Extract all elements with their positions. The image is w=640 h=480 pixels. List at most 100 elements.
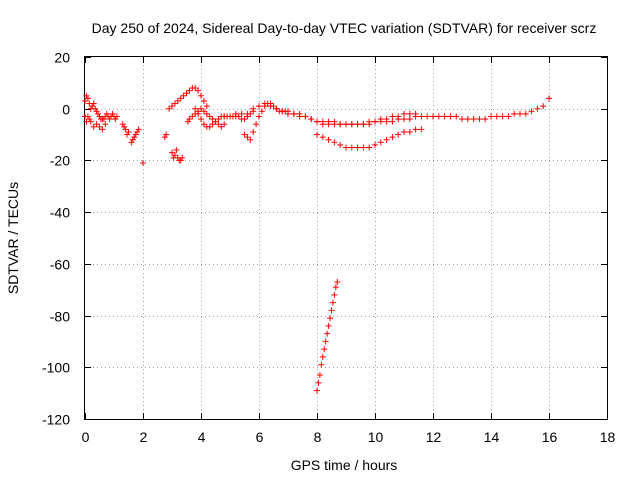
- data-point: [401, 128, 407, 135]
- data-point: [290, 110, 297, 117]
- data-point: [221, 113, 228, 120]
- data-point: [453, 113, 460, 120]
- data-point: [95, 110, 102, 117]
- data-point: [100, 116, 107, 123]
- data-point: [198, 92, 204, 99]
- data-point: [505, 113, 512, 120]
- data-point: [383, 116, 390, 123]
- data-point: [122, 126, 129, 133]
- y-tick-label: 20: [54, 50, 70, 66]
- data-point: [493, 113, 500, 120]
- data-point: [325, 136, 332, 143]
- data-point: [96, 113, 103, 120]
- data-point: [256, 103, 262, 110]
- x-tick-label: 10: [368, 429, 384, 445]
- data-point: [331, 121, 338, 128]
- data-point: [212, 118, 219, 125]
- data-point: [354, 121, 361, 128]
- data-point: [406, 110, 413, 117]
- data-point: [203, 110, 210, 117]
- data-point: [192, 85, 199, 92]
- x-axis-label: GPS time / hours: [291, 457, 398, 473]
- data-point: [308, 116, 315, 123]
- data-point: [319, 353, 326, 360]
- x-tick-label: 18: [600, 429, 616, 445]
- data-point: [401, 110, 407, 117]
- data-point: [203, 103, 210, 110]
- data-point: [360, 144, 367, 151]
- data-point: [447, 113, 454, 120]
- data-point: [244, 134, 251, 141]
- data-point: [102, 121, 109, 128]
- data-point: [354, 144, 361, 151]
- data-point: [499, 113, 506, 120]
- data-point: [198, 116, 204, 123]
- data-point: [112, 116, 119, 123]
- x-tick-label: 12: [426, 429, 442, 445]
- data-point: [135, 126, 142, 133]
- data-point: [99, 126, 106, 133]
- data-point: [173, 147, 180, 154]
- data-point: [343, 121, 349, 128]
- data-point: [180, 92, 187, 99]
- data-point: [412, 110, 419, 117]
- plot-frame: [84, 56, 608, 420]
- data-point: [401, 116, 407, 123]
- data-point: [412, 126, 419, 133]
- data-point: [534, 105, 541, 112]
- data-point: [238, 110, 245, 117]
- data-point: [82, 97, 88, 104]
- data-point: [96, 123, 103, 130]
- data-point: [366, 118, 373, 125]
- data-point: [285, 108, 291, 115]
- data-point: [174, 97, 181, 104]
- data-point: [186, 116, 193, 123]
- data-point: [209, 121, 216, 128]
- data-point: [113, 113, 120, 120]
- data-point: [209, 116, 216, 123]
- y-tick-label: 0: [62, 102, 70, 118]
- data-point: [322, 338, 329, 345]
- data-point: [348, 121, 355, 128]
- data-point: [372, 141, 378, 148]
- data-point: [163, 131, 170, 138]
- data-point: [331, 139, 338, 146]
- data-point: [464, 116, 471, 123]
- data-point: [337, 121, 344, 128]
- data-point: [179, 154, 186, 161]
- data-point: [256, 113, 262, 120]
- data-point: [511, 110, 518, 117]
- y-tick-label: -100: [42, 360, 70, 376]
- data-point: [395, 113, 402, 120]
- data-point: [328, 307, 335, 314]
- data-point: [90, 123, 97, 130]
- data-point: [319, 121, 326, 128]
- data-point: [389, 134, 396, 141]
- data-point: [124, 131, 131, 138]
- data-point: [125, 128, 132, 135]
- data-point: [331, 291, 338, 298]
- data-point: [482, 116, 489, 123]
- data-point: [186, 87, 193, 94]
- x-tick-label: 14: [484, 429, 500, 445]
- data-point: [93, 121, 100, 128]
- data-point: [195, 87, 202, 94]
- data-point: [395, 131, 402, 138]
- data-point: [360, 121, 367, 128]
- y-tick-label: -60: [50, 257, 70, 273]
- y-tick-label: -120: [42, 412, 70, 428]
- data-point: [441, 113, 448, 120]
- data-point: [316, 372, 323, 379]
- data-point: [134, 128, 141, 135]
- data-point: [189, 113, 196, 120]
- data-point: [109, 110, 116, 117]
- data-point: [227, 113, 233, 120]
- data-point: [389, 113, 396, 120]
- data-point: [327, 315, 334, 322]
- data-point: [459, 116, 465, 123]
- data-point: [314, 387, 320, 394]
- data-point: [430, 113, 436, 120]
- data-point: [86, 116, 93, 123]
- data-point: [132, 131, 139, 138]
- data-point: [200, 97, 207, 104]
